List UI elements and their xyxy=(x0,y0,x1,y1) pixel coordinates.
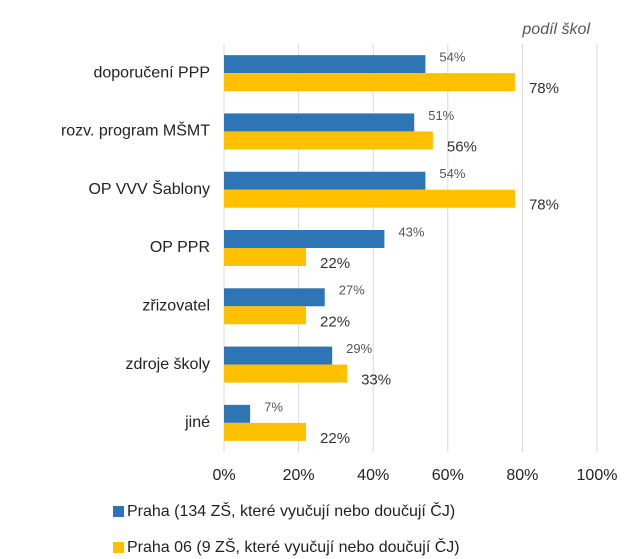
legend-swatch xyxy=(113,506,124,517)
data-label: 33% xyxy=(361,372,391,389)
data-label: 43% xyxy=(398,224,424,239)
bar xyxy=(224,346,333,365)
y-tick-label: zřizovatel xyxy=(142,298,210,315)
bar xyxy=(224,55,426,74)
x-tick-label: 20% xyxy=(283,467,315,484)
bar xyxy=(224,131,433,150)
bar xyxy=(224,230,385,248)
data-label: 54% xyxy=(439,166,465,181)
x-tick-label: 60% xyxy=(432,467,464,484)
data-label: 7% xyxy=(264,399,283,414)
data-label: 78% xyxy=(529,197,559,214)
bar xyxy=(224,248,307,266)
y-tick-label: rozv. program MŠMT xyxy=(61,121,210,140)
x-tick-label: 40% xyxy=(357,467,389,484)
data-label: 27% xyxy=(339,283,365,298)
data-label: 22% xyxy=(320,255,350,272)
y-tick-label: doporučení PPP xyxy=(93,64,210,81)
legend-swatch xyxy=(113,542,124,553)
data-label: 22% xyxy=(320,430,350,447)
bar xyxy=(224,288,325,307)
x-tick-label: 100% xyxy=(577,467,618,484)
bar xyxy=(224,189,515,208)
bar xyxy=(224,73,515,92)
data-label: 54% xyxy=(439,50,465,65)
bar xyxy=(224,171,426,190)
data-label: 51% xyxy=(428,108,454,123)
bar xyxy=(224,404,251,423)
bar xyxy=(224,306,307,325)
y-tick-label: OP PPR xyxy=(150,239,210,256)
bar xyxy=(224,364,348,383)
data-label: 56% xyxy=(447,138,477,155)
legend-label: Praha 06 (9 ZŠ, které vyučují nebo douču… xyxy=(127,537,460,556)
data-label: 29% xyxy=(346,341,372,356)
data-label: 78% xyxy=(529,80,559,97)
y-tick-label: jiné xyxy=(184,414,210,431)
legend-label: Praha (134 ZŠ, které vyučují nebo doučuj… xyxy=(127,501,455,520)
y-tick-label: OP VVV Šablony xyxy=(88,179,210,198)
chart-title: podíl škol xyxy=(521,21,590,38)
bar xyxy=(224,422,307,441)
y-tick-label: zdroje školy xyxy=(126,356,210,373)
data-label: 22% xyxy=(320,313,350,330)
x-tick-label: 80% xyxy=(506,467,538,484)
bar xyxy=(224,113,415,132)
x-tick-label: 0% xyxy=(212,467,235,484)
